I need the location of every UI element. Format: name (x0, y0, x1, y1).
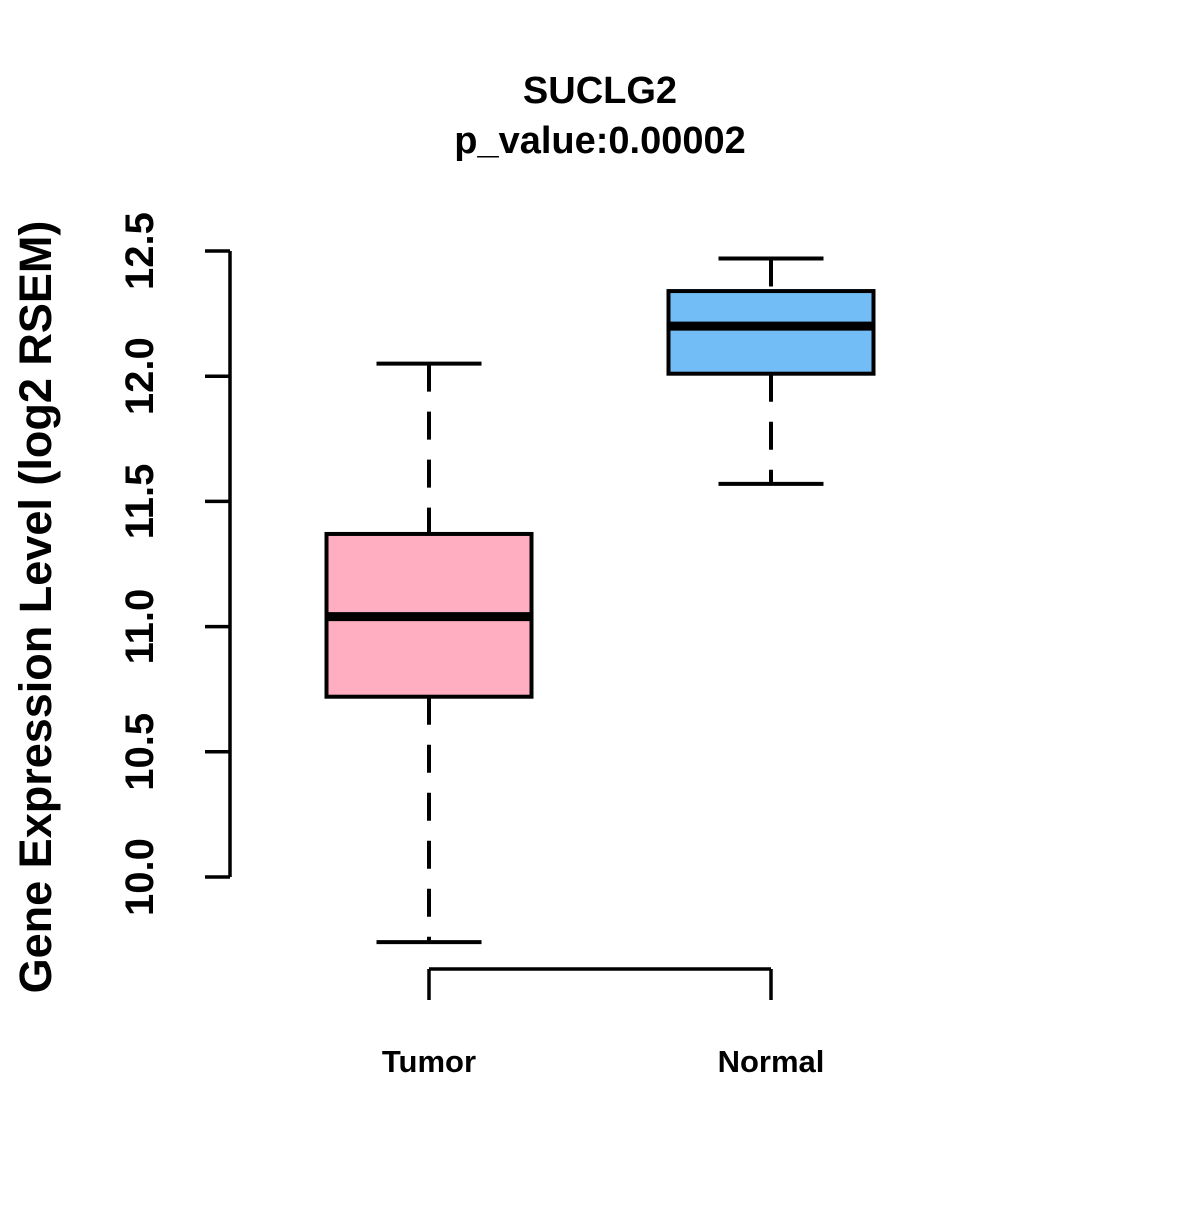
y-axis-tick-label: 11.0 (118, 589, 162, 665)
y-axis-label: Gene Expression Level (log2 RSEM) (10, 220, 61, 994)
y-axis-tick-label: 10.5 (118, 713, 162, 791)
y-axis-tick-label: 12.5 (118, 212, 162, 290)
box-normal (666, 289, 876, 376)
title-block: SUCLG2 p_value:0.00002 (100, 72, 1100, 160)
y-axis-tick-label: 12.0 (118, 337, 162, 415)
y-axis-tick-label: 10.0 (118, 838, 162, 916)
chart-subtitle: p_value:0.00002 (454, 120, 746, 162)
x-axis-category-label-tumor: Tumor (382, 1044, 476, 1079)
chart-title: SUCLG2 (522, 70, 678, 112)
x-axis-category-label-normal: Normal (718, 1044, 825, 1079)
y-axis-tick-label: 11.5 (118, 464, 162, 540)
